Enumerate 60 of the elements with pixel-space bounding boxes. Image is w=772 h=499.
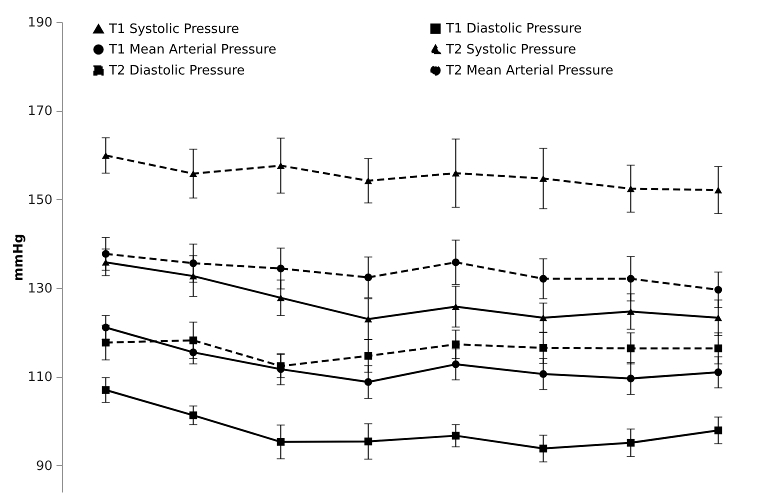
point — [714, 368, 722, 376]
point — [714, 186, 722, 194]
point — [626, 274, 635, 283]
y-tick-label: 90 — [36, 458, 52, 474]
point — [276, 362, 285, 370]
legend-label: T1 Systolic Pressure — [108, 22, 240, 37]
point — [626, 185, 635, 192]
point — [102, 386, 110, 394]
y-axis-title: mmHg — [12, 234, 27, 282]
point — [102, 258, 110, 266]
point — [626, 308, 635, 315]
point — [452, 258, 460, 266]
legend-label: T2 Mean Arterial Pressure — [445, 64, 614, 78]
point — [189, 272, 198, 280]
legend-label: T1 Diastolic Pressure — [445, 22, 582, 37]
y-tick-label: 190 — [28, 16, 52, 30]
point — [102, 152, 110, 159]
point — [714, 344, 722, 352]
point — [189, 170, 198, 177]
point — [452, 303, 460, 310]
point — [626, 374, 635, 382]
point — [102, 324, 110, 332]
point — [276, 438, 285, 446]
point — [626, 344, 635, 352]
point — [189, 259, 198, 268]
point — [276, 162, 285, 170]
point — [539, 370, 548, 378]
y-tick-label: 110 — [28, 370, 52, 386]
point — [539, 344, 548, 352]
point — [364, 352, 372, 360]
point — [364, 316, 372, 322]
point — [276, 264, 285, 272]
point — [189, 336, 198, 344]
y-tick-label: 150 — [28, 192, 52, 208]
point — [539, 314, 548, 322]
point — [452, 170, 460, 177]
y-tick-label: 130 — [28, 282, 52, 297]
point — [539, 444, 548, 452]
point — [539, 175, 548, 182]
point — [364, 378, 372, 386]
point — [714, 286, 722, 294]
point — [714, 426, 722, 434]
point — [452, 432, 460, 440]
point — [714, 314, 722, 322]
point — [189, 411, 198, 420]
point — [452, 340, 460, 348]
point — [364, 177, 372, 184]
point — [189, 348, 198, 356]
point — [102, 250, 110, 258]
point — [539, 274, 548, 283]
legend-label: T1 Mean Arterial Pressure — [108, 42, 276, 58]
legend-label: T2 Systolic Pressure — [445, 42, 576, 58]
point — [452, 360, 460, 368]
point — [102, 338, 110, 346]
point — [276, 294, 285, 302]
point — [364, 438, 372, 446]
legend-label: T2 Diastolic Pressure — [108, 64, 245, 78]
point — [626, 438, 635, 447]
y-tick-label: 170 — [28, 104, 52, 120]
point — [364, 274, 372, 282]
